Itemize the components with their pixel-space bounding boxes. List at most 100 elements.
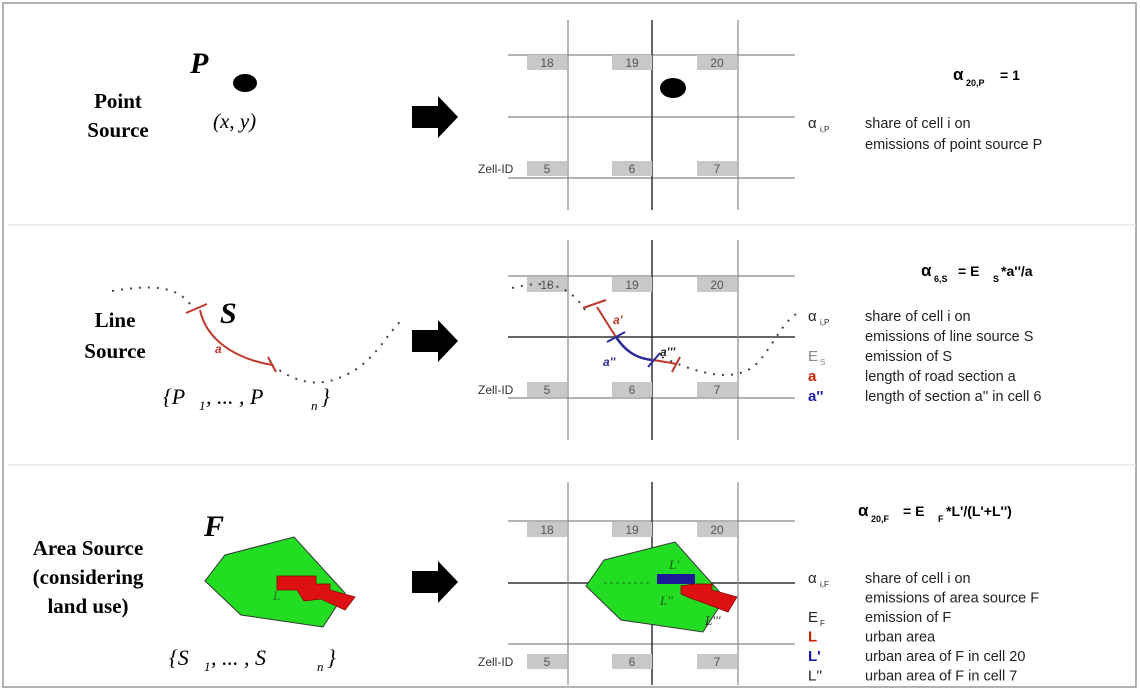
- piece-label-a3: a''': [660, 345, 676, 359]
- set-close: }: [321, 384, 330, 409]
- formula-rest: = 1: [1000, 67, 1020, 83]
- legend-symbol: α: [808, 570, 817, 587]
- area-title-line1: Area Source: [33, 536, 144, 560]
- legend-description: emissions of area source F: [865, 591, 1039, 607]
- line-title-line2: Source: [84, 339, 145, 363]
- set-sub-1: 1: [204, 659, 211, 674]
- legend-description: length of section a'' in cell 6: [865, 389, 1041, 405]
- line-legend: α i,P share of cell i on emissions of line …: [808, 308, 1041, 405]
- piece-label-l2: L'': [659, 593, 673, 608]
- set-open: {P: [163, 384, 185, 409]
- set-mid: , ... , S: [211, 645, 266, 670]
- legend-description: emissions of line source S: [865, 329, 1033, 345]
- legend-subscript: i,P: [820, 318, 829, 327]
- road-cell-tick: [606, 331, 626, 343]
- road-section-a-label: a: [215, 342, 222, 356]
- cell-id-box: [697, 654, 737, 669]
- cell-id-7: 7: [714, 655, 721, 669]
- formula-subscript: 20,P: [966, 78, 985, 88]
- set-mid: , ... , P: [206, 384, 263, 409]
- zell-id-label: Zell-ID: [478, 383, 514, 397]
- area-source-row: Area Source (considering land use) F L {…: [33, 482, 1039, 685]
- dotted-line-path: [511, 283, 586, 311]
- cell-id-6: 6: [629, 655, 636, 669]
- cell-id-18: 18: [540, 523, 554, 537]
- cell-id-box: [612, 382, 652, 397]
- urban-area-l: [276, 575, 356, 611]
- cell-id-box: [527, 654, 567, 669]
- legend-symbol: L': [808, 648, 821, 665]
- zell-id-label: Zell-ID: [478, 162, 514, 176]
- urban-area-cell-7: [680, 583, 738, 613]
- line-point-set: {P 1 , ... , P n }: [163, 384, 330, 413]
- road-cell-tick: [647, 352, 661, 368]
- formula-subscript-2: S: [993, 274, 999, 284]
- set-close: }: [327, 645, 336, 670]
- cell-id-18: 18: [540, 278, 554, 292]
- area-polygon-f: [204, 536, 346, 628]
- road-section-a: [199, 309, 273, 366]
- cell-id-box: [527, 55, 567, 70]
- cell-id-5: 5: [544, 655, 551, 669]
- cell-id-7: 7: [714, 162, 721, 176]
- line-grid: 18 19 20 5 6 7 Zell-ID a' a'' a''': [478, 240, 801, 440]
- cell-id-5: 5: [544, 162, 551, 176]
- legend-subscript: i,F: [820, 580, 829, 589]
- legend-description: urban area of F in cell 7: [865, 669, 1017, 685]
- cell-id-box: [697, 382, 737, 397]
- legend-description: urban area of F in cell 20: [865, 649, 1025, 665]
- road-end-tick: [671, 356, 681, 373]
- line-formula: α 6,S = E S *a''/a: [921, 261, 1033, 284]
- point-source-row: Point Source P (x, y) 18 19 20 5 6 7 Zel…: [87, 20, 1042, 210]
- point-source-dot: [233, 74, 257, 92]
- point-symbol: P: [189, 47, 209, 80]
- point-title-line2: Source: [87, 118, 148, 142]
- cell-id-7: 7: [714, 383, 721, 397]
- area-title-line2: (considering: [33, 565, 144, 589]
- cell-id-box: [527, 277, 567, 292]
- line-symbol: S: [220, 297, 237, 330]
- piece-label-a2: a'': [603, 355, 617, 369]
- line-title-line1: Line: [95, 308, 136, 332]
- cell-id-20: 20: [710, 56, 724, 70]
- legend-subscript: i,P: [820, 125, 829, 134]
- legend-symbol: E: [808, 609, 818, 626]
- formula-subscript: 20,F: [871, 514, 890, 524]
- point-source-dot-in-grid: [660, 78, 686, 98]
- road-end-tick: [582, 299, 607, 309]
- formula-rest: *a''/a: [1001, 263, 1033, 279]
- legend-description: emission of S: [865, 349, 952, 365]
- cell-id-box: [612, 277, 652, 292]
- cell-id-20: 20: [710, 278, 724, 292]
- cell-id-box: [612, 161, 652, 176]
- formula-alpha: α: [858, 501, 869, 520]
- line-source-row: Line Source S a {P 1 , ... , P n } 18: [84, 240, 1041, 440]
- legend-description: share of cell i on: [865, 309, 971, 325]
- cell-id-18: 18: [540, 56, 554, 70]
- cell-id-6: 6: [629, 383, 636, 397]
- road-end-tick: [185, 303, 208, 314]
- arrow-right-icon: [412, 561, 458, 603]
- cell-id-20: 20: [710, 523, 724, 537]
- arrow-right-icon: [412, 96, 458, 138]
- legend-description: urban area: [865, 630, 936, 646]
- legend-symbol: L'': [808, 668, 822, 685]
- piece-label-l1: L': [668, 557, 679, 572]
- legend-symbol: E: [808, 348, 818, 365]
- legend-description: share of cell i on: [865, 571, 971, 587]
- urban-area-cell-20: [657, 574, 695, 584]
- cell-id-19: 19: [625, 278, 639, 292]
- point-coords: (x, y): [213, 109, 256, 133]
- cell-id-box: [697, 277, 737, 292]
- area-grid: 18 19 20 5 6 7 Zell-ID L' L'' L''': [478, 482, 795, 685]
- set-sub-n: n: [317, 659, 324, 674]
- cell-id-box: [697, 55, 737, 70]
- cell-id-box: [697, 522, 737, 537]
- road-end-tick: [267, 356, 277, 373]
- cell-id-box: [697, 161, 737, 176]
- point-legend: α i,P share of cell i on emissions of point…: [808, 115, 1042, 153]
- cell-id-5: 5: [544, 383, 551, 397]
- area-polygon-f-in-grid: [585, 541, 726, 633]
- legend-symbol: α: [808, 115, 817, 132]
